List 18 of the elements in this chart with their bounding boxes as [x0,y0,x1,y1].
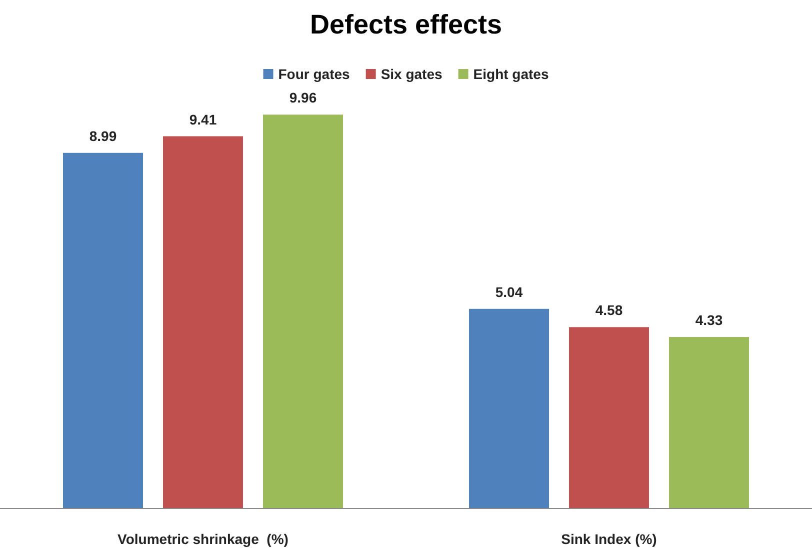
data-label: 8.99 [89,128,117,144]
bar [63,152,143,508]
x-tick-label: Volumetric shrinkage (%) [118,531,288,547]
bar [669,336,749,508]
x-tick-label: Sink Index (%) [561,531,657,547]
bar [263,114,343,508]
data-label: 9.41 [189,111,217,128]
data-label: 4.33 [695,312,723,328]
data-label: 9.96 [289,90,317,106]
legend-label: Four gates [278,66,350,82]
bar [569,327,649,508]
legend-label: Six gates [380,66,443,82]
bar [163,136,243,508]
chart-title: Defects effects [310,10,502,40]
data-label: 5.04 [495,284,523,300]
legend-label: Eight gates [473,66,549,82]
bar [469,308,549,508]
data-label: 4.58 [595,302,623,318]
